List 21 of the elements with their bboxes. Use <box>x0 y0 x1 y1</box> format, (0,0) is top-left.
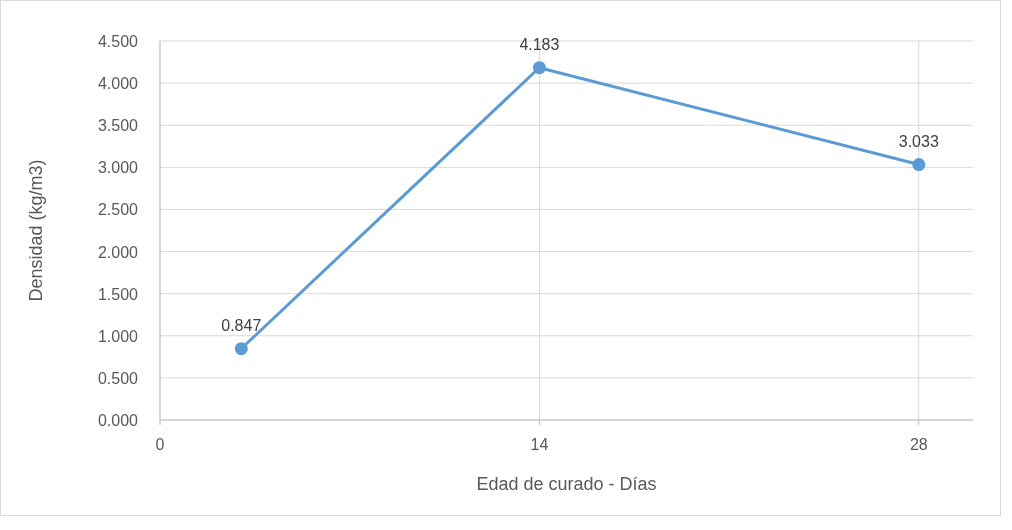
y-tick-label: 1.500 <box>97 285 139 303</box>
y-tick-label: 2.500 <box>97 201 139 219</box>
y-tick-label: 0.000 <box>97 412 139 429</box>
data-label: 3.033 <box>898 132 939 150</box>
point <box>532 61 546 75</box>
y-tick-label: 3.000 <box>97 159 139 177</box>
y-axis-title: Densidad (kg/m3) <box>26 159 46 302</box>
x-tick-label: 28 <box>909 436 928 453</box>
y-tick-label: 1.000 <box>97 327 139 345</box>
x-tick-label: 0 <box>155 436 165 453</box>
y-tick-label: 4.500 <box>97 33 139 50</box>
y-tick-label: 3.500 <box>97 117 139 135</box>
y-tick-label: 0.500 <box>97 369 139 387</box>
data-label: 4.183 <box>519 35 560 53</box>
x-tick-label: 14 <box>530 436 549 453</box>
data-label: 0.847 <box>221 316 262 334</box>
x-axis-title: Edad de curado - Días <box>476 474 657 494</box>
y-tick-label: 4.000 <box>97 75 139 93</box>
point <box>234 342 248 356</box>
point <box>912 158 926 172</box>
y-tick-label: 2.000 <box>97 243 139 261</box>
